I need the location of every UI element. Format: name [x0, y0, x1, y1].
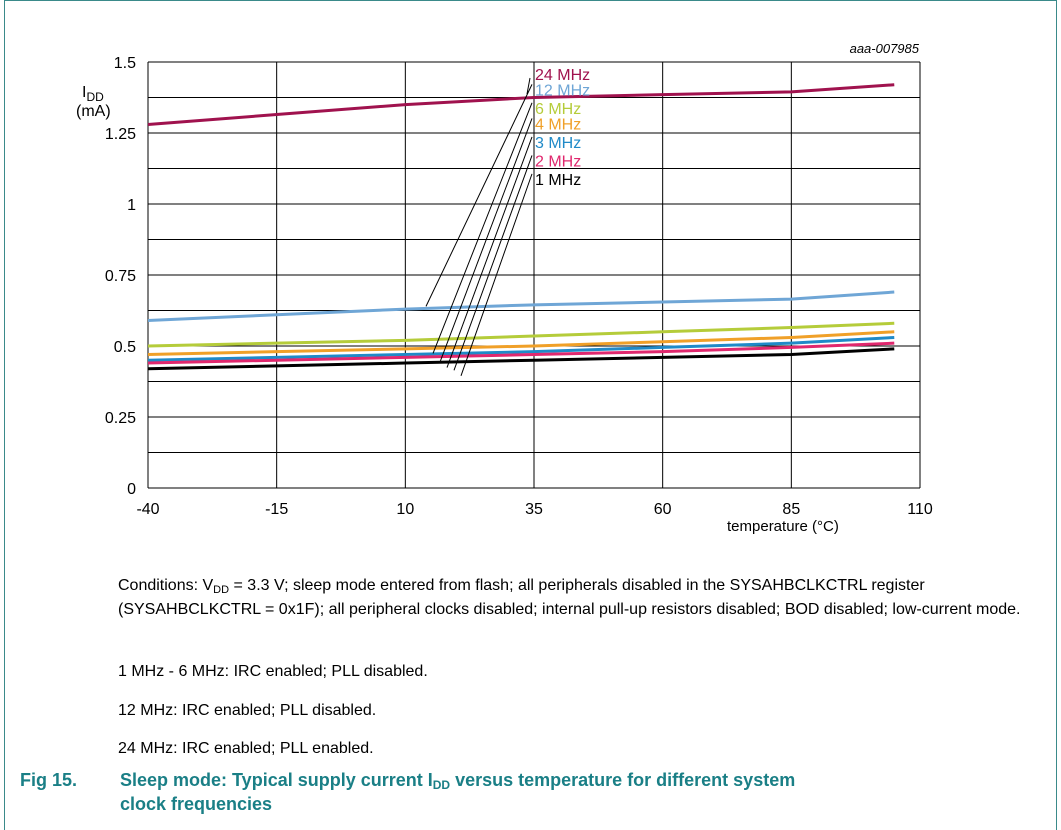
note-line-1: 1 MHz - 6 MHz: IRC enabled; PLL disabled… — [118, 663, 428, 680]
leader-line — [526, 77, 531, 95]
leader-line — [425, 84, 533, 307]
leader-line — [460, 173, 533, 376]
caption-title-b: versus temperature for different system — [450, 770, 796, 790]
y-tick-label: 0.75 — [105, 268, 136, 285]
x-tick-label: -15 — [265, 501, 288, 518]
series-line — [147, 347, 895, 371]
caption-title-line2: clock frequencies — [120, 794, 273, 814]
series-line — [147, 83, 895, 126]
series-label: 12 MHz — [535, 82, 590, 99]
series-label: 2 MHz — [535, 153, 581, 170]
x-tick-label: -40 — [136, 501, 159, 518]
series-label: 4 MHz — [535, 116, 581, 133]
y-tick-label: 0.5 — [114, 339, 136, 356]
conditions-note: Conditions: VDD = 3.3 V; sleep mode ente… — [118, 574, 1038, 622]
leader-line — [453, 155, 533, 371]
series-label: 6 MHz — [535, 101, 581, 118]
chart: -40 -15 10 35 60 85 110 0 0.25 0.5 0.75 1 1.25 1.5 IDD… — [76, 41, 933, 535]
y-tick-label: 0 — [127, 481, 136, 498]
series-line — [147, 341, 895, 365]
conditions-sub: DD — [213, 584, 230, 596]
y-axis-label: IDD — [82, 84, 104, 104]
x-tick-label: 110 — [907, 501, 933, 518]
series-line — [147, 290, 895, 322]
x-tick-label: 35 — [525, 501, 543, 518]
conditions-prefix: Conditions: V — [118, 577, 214, 594]
leader-line — [439, 118, 533, 363]
figure-caption: Fig 15. Sleep mode: Typical supply curren… — [20, 768, 1040, 816]
y-tick-label: 1.25 — [105, 126, 136, 143]
figure-id: aaa-007985 — [850, 41, 920, 56]
y-axis-unit: (mA) — [76, 103, 111, 120]
series-line — [147, 335, 895, 362]
x-tick-label: 85 — [782, 501, 800, 518]
series-line — [147, 321, 895, 348]
series-label: 3 MHz — [535, 135, 581, 152]
caption-title-a: Sleep mode: Typical supply current I — [120, 770, 433, 790]
figure-number: Fig 15. — [20, 770, 78, 790]
caption-title-sub: DD — [432, 778, 451, 792]
figure-frame — [4, 0, 1057, 830]
y-tick-label: 1 — [127, 197, 136, 214]
note-line-2: 12 MHz: IRC enabled; PLL disabled. — [118, 702, 377, 719]
y-tick-label: 1.5 — [114, 55, 136, 72]
leader-line — [446, 136, 533, 368]
note-line-3: 24 MHz: IRC enabled; PLL enabled. — [118, 740, 374, 757]
series-line — [147, 330, 895, 357]
x-tick-label: 10 — [396, 501, 414, 518]
y-tick-label: 0.25 — [105, 410, 136, 427]
x-axis-label: temperature (°C) — [727, 518, 839, 535]
leader-line — [432, 102, 533, 354]
series-label: 24 MHz — [535, 67, 590, 84]
x-tick-label: 60 — [654, 501, 672, 518]
series-label: 1 MHz — [535, 172, 581, 189]
conditions-rest: = 3.3 V; sleep mode entered from flash; … — [118, 577, 1021, 618]
